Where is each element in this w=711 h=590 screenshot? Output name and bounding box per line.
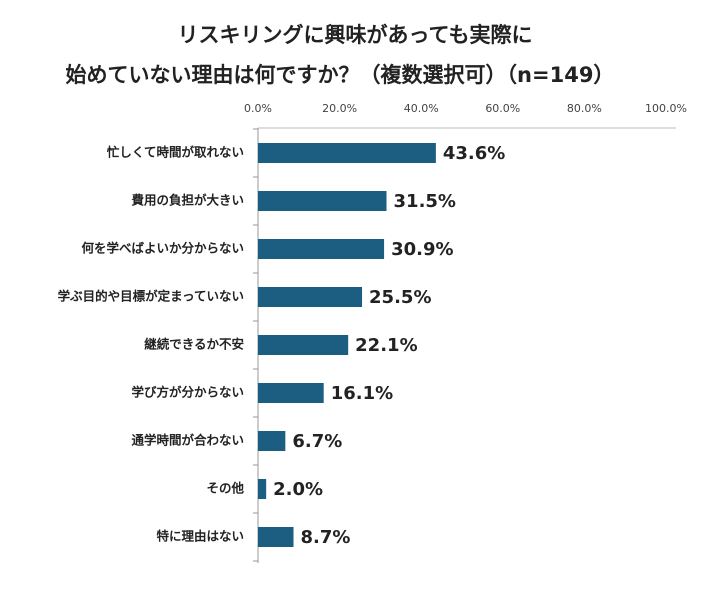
bar — [258, 335, 349, 355]
y-tick-label: 通学時間が合わない — [131, 433, 244, 448]
x-tick-label: 60.0% — [485, 102, 520, 115]
bar — [258, 383, 324, 403]
bar — [258, 143, 436, 163]
value-label: 31.5% — [394, 191, 456, 212]
y-tick-label: 特に理由はない — [156, 529, 244, 544]
value-label: 16.1% — [331, 383, 393, 404]
chart-title: 始めていない理由は何ですか？（複数選択可）（n=149） — [66, 63, 615, 87]
value-label: 30.9% — [391, 239, 453, 260]
bar — [258, 527, 294, 547]
bar — [258, 431, 286, 451]
y-tick-label: 学び方が分からない — [131, 385, 244, 400]
x-tick-label: 40.0% — [404, 102, 439, 115]
bar — [258, 287, 363, 307]
value-label: 22.1% — [355, 335, 417, 356]
y-tick-label: その他 — [206, 481, 244, 496]
y-tick-label: 継続できるか不安 — [144, 337, 244, 352]
value-label: 25.5% — [369, 287, 431, 308]
value-label: 43.6% — [443, 143, 505, 164]
x-tick-label: 100.0% — [645, 102, 687, 115]
x-tick-label: 80.0% — [567, 102, 602, 115]
x-tick-label: 0.0% — [244, 102, 272, 115]
value-label: 6.7% — [292, 431, 342, 452]
bar — [258, 239, 385, 259]
y-tick-label: 学ぶ目的や目標が定まっていない — [58, 289, 244, 304]
value-label: 2.0% — [273, 479, 323, 500]
bar — [258, 479, 267, 499]
bar — [258, 191, 387, 211]
y-tick-label: 忙しくて時間が取れない — [107, 145, 244, 160]
chart-title: リスキリングに興味があっても実際に — [178, 23, 533, 47]
y-tick-label: 何を学べばよいか分からない — [81, 241, 244, 256]
y-tick-label: 費用の負担が大きい — [131, 193, 244, 208]
x-tick-label: 20.0% — [322, 102, 357, 115]
value-label: 8.7% — [300, 527, 350, 548]
